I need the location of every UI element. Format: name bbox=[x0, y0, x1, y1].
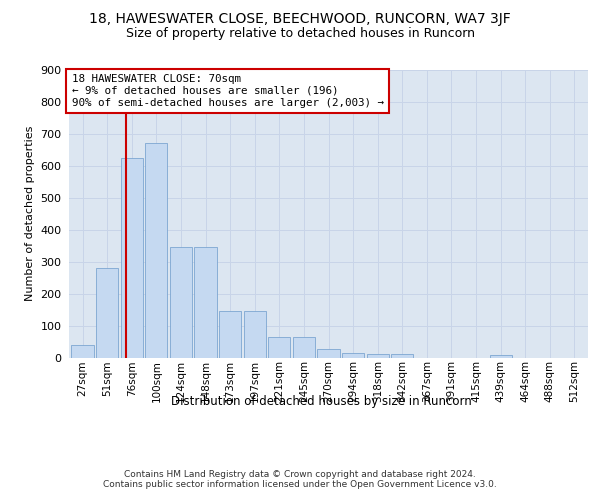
Bar bbox=[170, 248, 192, 358]
Bar bbox=[367, 354, 389, 358]
Text: 18, HAWESWATER CLOSE, BEECHWOOD, RUNCORN, WA7 3JF: 18, HAWESWATER CLOSE, BEECHWOOD, RUNCORN… bbox=[89, 12, 511, 26]
Bar bbox=[490, 355, 512, 358]
Bar bbox=[219, 311, 241, 358]
Text: Size of property relative to detached houses in Runcorn: Size of property relative to detached ho… bbox=[125, 28, 475, 40]
Bar bbox=[121, 158, 143, 358]
Bar bbox=[268, 336, 290, 357]
Text: Contains HM Land Registry data © Crown copyright and database right 2024.
Contai: Contains HM Land Registry data © Crown c… bbox=[103, 470, 497, 490]
Bar bbox=[145, 144, 167, 358]
Bar bbox=[71, 344, 94, 358]
Bar bbox=[244, 311, 266, 358]
Bar bbox=[317, 348, 340, 358]
Bar bbox=[194, 248, 217, 358]
Y-axis label: Number of detached properties: Number of detached properties bbox=[25, 126, 35, 302]
Bar bbox=[391, 354, 413, 358]
Bar bbox=[342, 354, 364, 358]
Bar bbox=[96, 268, 118, 358]
Text: 18 HAWESWATER CLOSE: 70sqm
← 9% of detached houses are smaller (196)
90% of semi: 18 HAWESWATER CLOSE: 70sqm ← 9% of detac… bbox=[71, 74, 383, 108]
Bar bbox=[293, 336, 315, 357]
Text: Distribution of detached houses by size in Runcorn: Distribution of detached houses by size … bbox=[170, 395, 472, 408]
